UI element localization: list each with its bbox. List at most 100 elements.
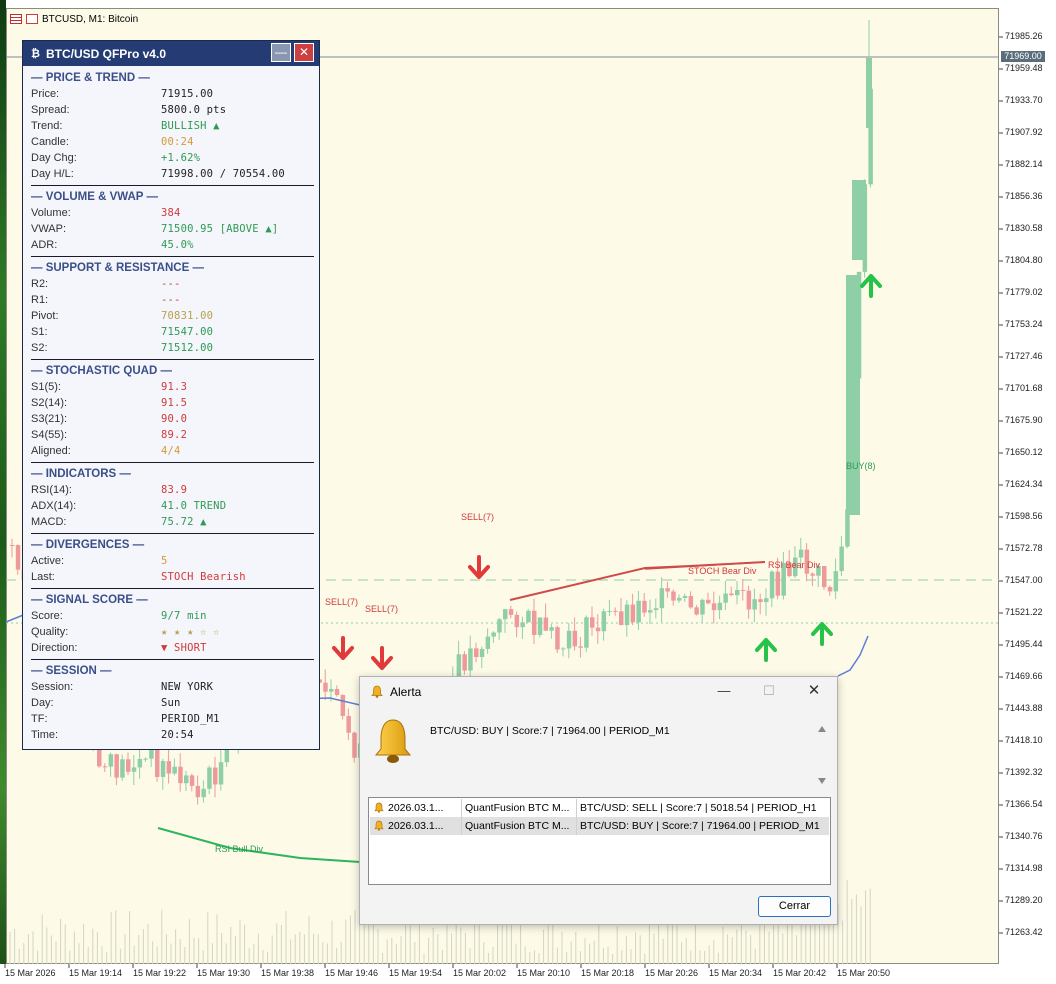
candle-body (514, 614, 520, 628)
row-label: S1(5): (31, 381, 61, 393)
row-label: Trend: (31, 120, 63, 132)
candle-body (456, 654, 462, 677)
row-label: Price: (31, 88, 60, 100)
buy-arrow-icon (755, 638, 777, 662)
scroll-up-icon[interactable] (818, 726, 826, 732)
candle-body (497, 619, 502, 633)
section-title: — PRICE & TREND — (31, 72, 150, 84)
candle-body (526, 610, 531, 623)
row-value: --- (161, 294, 181, 306)
candle-body (543, 617, 549, 631)
candle-body (15, 545, 21, 570)
panel-section-indicators: — INDICATORS — RSI(14): 83.9 ADX(14): 41.0 T… (31, 466, 313, 530)
time-tick-label: 15 Mar 20:26 (645, 968, 699, 978)
candle-body (114, 754, 119, 778)
minimize-icon[interactable]: — (717, 683, 731, 698)
rsi-bear-divergence-line (644, 561, 766, 570)
price-tick-label: 71907.92 (1005, 127, 1043, 137)
price-tick-label: 71959.48 (1005, 63, 1043, 73)
candle-body (746, 590, 752, 610)
candle-body (804, 549, 810, 574)
rsi-bear-divergence-label: RSI Bear Div (768, 560, 821, 570)
time-tick-label: 15 Mar 20:18 (581, 968, 635, 978)
panel-row: Spread: 5800.0 pts (31, 102, 313, 118)
panel-row: Price: 71915.00 (31, 86, 313, 102)
alert-dialog[interactable]: Alerta — ☐ ✕ BTC/USD: BUY | Score:7 | 71… (359, 676, 838, 925)
row-label: S2(14): (31, 397, 68, 409)
candle-body (816, 566, 821, 576)
scroll-down-icon[interactable] (818, 778, 826, 784)
list-item[interactable]: 2026.03.1... QuantFusion BTC M... BTC/US… (370, 799, 829, 817)
sell-arrow-icon (332, 636, 354, 660)
section-title: — SIGNAL SCORE — (31, 594, 148, 606)
sell-signal-label: SELL(7) (325, 597, 359, 607)
panel-row: VWAP: 71500.95 [ABOVE ▲] (31, 221, 313, 237)
row-label: S1: (31, 326, 48, 338)
panel-minimize-button[interactable]: — (271, 43, 291, 62)
candle-body (810, 573, 815, 576)
alert-history-list[interactable]: 2026.03.1... QuantFusion BTC M... BTC/US… (368, 797, 831, 885)
price-tick-label: 71314.98 (1005, 863, 1043, 873)
panel-row: Day H/L: 71998.00 / 70554.00 (31, 166, 313, 182)
panel-row: ADX(14): 41.0 TREND (31, 498, 313, 514)
candle-body (532, 610, 537, 635)
candle-body (224, 743, 230, 763)
row-value: 91.5 (161, 397, 188, 409)
price-tick-label: 71624.34 (1005, 479, 1043, 489)
row-label: Spread: (31, 104, 70, 116)
chart-menu-icon[interactable] (10, 14, 22, 24)
alert-text: BTC/USD: SELL | Score:7 | 5018.54 | PERI… (580, 802, 817, 814)
panel-close-button[interactable]: ✕ (294, 43, 314, 62)
row-value: 00:24 (161, 136, 194, 148)
panel-row: S3(21): 90.0 (31, 411, 313, 427)
panel-row: Aligned: 4/4 (31, 443, 313, 459)
candle-body (648, 610, 653, 613)
section-divider (31, 256, 314, 257)
time-tick-label: 15 Mar 20:34 (709, 968, 763, 978)
bell-icon (374, 820, 384, 831)
candle-body (346, 715, 351, 733)
price-tick-label: 71521.22 (1005, 607, 1043, 617)
close-alert-button[interactable]: Cerrar (758, 896, 831, 917)
panel-header[interactable]: ₿ BTC/USD QFPro v4.0 (23, 41, 319, 66)
sell-arrow-icon (371, 646, 393, 670)
candle-body (131, 767, 137, 772)
candle-body (619, 611, 624, 626)
candle-body (172, 766, 177, 774)
candle-body (845, 509, 850, 547)
candle-body (833, 571, 839, 592)
alert-date: 2026.03.1... (370, 817, 462, 835)
message-scrollbar[interactable] (816, 722, 830, 789)
candle-body (758, 599, 763, 603)
panel-row: RSI(14): 83.9 (31, 482, 313, 498)
qfpro-info-panel[interactable]: ₿ BTC/USD QFPro v4.0 — ✕ — PRICE & TREND… (22, 40, 320, 750)
price-axis[interactable] (999, 8, 1056, 964)
candle-body (607, 610, 612, 612)
close-icon[interactable]: ✕ (807, 682, 821, 699)
row-label: Aligned: (31, 445, 71, 457)
candle-body (166, 761, 172, 774)
time-axis[interactable] (0, 964, 1056, 984)
candle-body (752, 599, 757, 610)
time-tick-label: 15 Mar 19:30 (197, 968, 251, 978)
time-tick-label: 15 Mar 20:02 (453, 968, 507, 978)
price-tick-label: 71366.54 (1005, 799, 1043, 809)
panel-section-stochastic-quad: — STOCHASTIC QUAD — S1(5): 91.3 S2(14): 91.5… (31, 363, 313, 459)
candle-body (189, 775, 195, 786)
row-value: ▼ SHORT (161, 642, 207, 654)
row-value: 70831.00 (161, 310, 214, 322)
row-value: 89.2 (161, 429, 188, 441)
panel-section-session: — SESSION — Session: NEW YORK Day: Sun TF: PER… (31, 663, 313, 743)
row-value: 71512.00 (161, 342, 214, 354)
list-item[interactable]: 2026.03.1... QuantFusion BTC M... BTC/US… (370, 817, 829, 835)
sell-arrow-icon (468, 555, 490, 579)
alert-text: BTC/USD: BUY | Score:7 | 71964.00 | PERI… (580, 820, 820, 832)
chart-window-icon[interactable] (26, 14, 38, 24)
candle-body (706, 599, 711, 604)
candle-body (108, 754, 114, 767)
candle-body (723, 593, 728, 603)
candle-body (740, 589, 746, 591)
time-tick-label: 15 Mar 2026 (5, 968, 56, 978)
candle-body (846, 275, 860, 515)
panel-row: S2(14): 91.5 (31, 395, 313, 411)
